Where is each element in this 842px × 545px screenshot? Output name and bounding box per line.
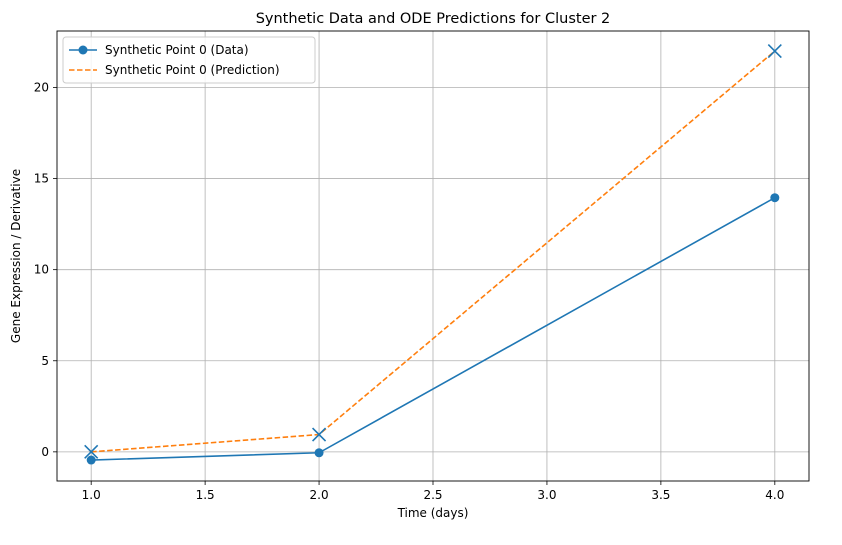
x-tick-label: 3.5 — [651, 488, 670, 502]
prediction-point-marker — [767, 43, 782, 59]
x-tick-label: 1.0 — [82, 488, 101, 502]
x-tick-label: 2.0 — [310, 488, 329, 502]
grid — [57, 31, 809, 481]
chart-title: Synthetic Data and ODE Predictions for C… — [256, 11, 611, 27]
prediction-point-marker — [311, 427, 327, 442]
y-axis-label: Gene Expression / Derivative — [9, 169, 23, 343]
y-tick-label: 10 — [34, 263, 49, 277]
x-axis-label: Time (days) — [397, 506, 469, 520]
y-tick-label: 0 — [41, 445, 49, 459]
legend: Synthetic Point 0 (Data) Synthetic Point… — [62, 36, 316, 84]
y-tick-label: 15 — [34, 172, 49, 186]
y-tick-label: 20 — [34, 80, 49, 94]
y-tick-label: 5 — [41, 354, 49, 368]
x-tick-label: 1.5 — [196, 488, 215, 502]
marker-stroke — [84, 444, 99, 459]
marker-stroke — [767, 43, 782, 59]
legend-box — [62, 36, 316, 84]
data-point — [770, 193, 780, 203]
x-tick-label: 4.0 — [765, 488, 784, 502]
legend-entry-data: Synthetic Point 0 (Data) — [105, 43, 249, 57]
marker-stroke — [311, 427, 327, 442]
x-tick-label: 3.0 — [537, 488, 556, 502]
legend-marker-data — [78, 45, 88, 55]
series-layer — [84, 43, 782, 465]
data-point — [86, 455, 96, 465]
x-tick-label: 2.5 — [423, 488, 442, 502]
prediction-point-marker — [84, 444, 99, 459]
ticks: 1.0 1.5 2.0 2.5 3.0 3.5 4.0 0 5 10 15 20 — [34, 80, 785, 502]
data-point — [314, 448, 324, 458]
legend-entry-prediction: Synthetic Point 0 (Prediction) — [105, 63, 280, 77]
